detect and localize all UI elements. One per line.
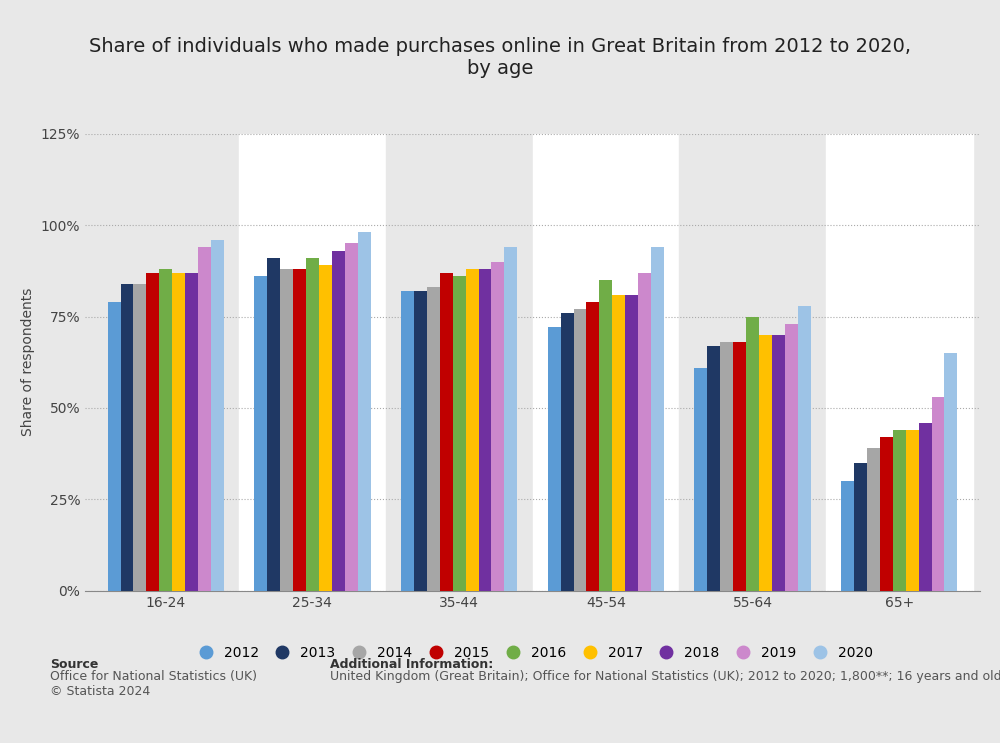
Bar <box>759 335 772 591</box>
Bar <box>932 397 944 591</box>
Bar <box>358 233 371 591</box>
Bar <box>466 269 479 591</box>
Bar <box>651 247 664 591</box>
Bar <box>159 269 172 591</box>
Bar <box>841 481 854 591</box>
Bar <box>280 269 293 591</box>
Bar <box>504 247 517 591</box>
Bar <box>133 284 146 591</box>
Bar <box>267 258 280 591</box>
Bar <box>239 134 386 591</box>
Legend: 2012, 2013, 2014, 2015, 2016, 2017, 2018, 2019, 2020: 2012, 2013, 2014, 2015, 2016, 2017, 2018… <box>192 646 873 660</box>
Bar <box>694 368 707 591</box>
Bar <box>574 309 586 591</box>
Bar <box>386 134 533 591</box>
Bar <box>854 463 867 591</box>
Bar <box>599 280 612 591</box>
Text: Office for National Statistics (UK)
© Statista 2024: Office for National Statistics (UK) © St… <box>50 670 257 698</box>
Bar <box>746 317 759 591</box>
Text: Share of individuals who made purchases online in Great Britain from 2012 to 202: Share of individuals who made purchases … <box>89 37 911 78</box>
Bar <box>867 448 880 591</box>
Bar <box>679 134 826 591</box>
Bar <box>906 430 919 591</box>
Bar <box>612 294 625 591</box>
Bar <box>108 302 121 591</box>
Bar <box>772 335 785 591</box>
Bar <box>798 305 811 591</box>
Bar <box>319 265 332 591</box>
Bar <box>785 324 798 591</box>
Text: United Kingdom (Great Britain); Office for National Statistics (UK); 2012 to 202: United Kingdom (Great Britain); Office f… <box>330 670 1000 683</box>
Bar <box>185 273 198 591</box>
Bar <box>733 342 746 591</box>
Bar <box>453 276 466 591</box>
Bar <box>254 276 267 591</box>
Bar <box>345 244 358 591</box>
Bar <box>638 273 651 591</box>
Bar <box>720 342 733 591</box>
Bar <box>491 262 504 591</box>
Bar <box>880 437 893 591</box>
Bar <box>427 288 440 591</box>
Bar <box>198 247 211 591</box>
Bar <box>586 302 599 591</box>
Bar <box>893 430 906 591</box>
Bar <box>293 269 306 591</box>
Bar <box>306 258 319 591</box>
Bar <box>707 345 720 591</box>
Bar <box>332 250 345 591</box>
Y-axis label: Share of respondents: Share of respondents <box>21 288 35 436</box>
Bar <box>479 269 491 591</box>
Bar <box>172 273 185 591</box>
Bar <box>414 291 427 591</box>
Bar <box>561 313 574 591</box>
Bar <box>919 423 932 591</box>
Bar <box>401 291 414 591</box>
Bar <box>211 240 224 591</box>
Bar <box>625 294 638 591</box>
Bar <box>548 328 561 591</box>
Bar <box>944 353 957 591</box>
Bar <box>826 134 973 591</box>
Bar <box>532 134 679 591</box>
Text: Additional Information:: Additional Information: <box>330 658 493 670</box>
Bar <box>146 273 159 591</box>
Text: Source: Source <box>50 658 98 670</box>
Bar <box>92 134 239 591</box>
Bar <box>121 284 133 591</box>
Bar <box>440 273 453 591</box>
